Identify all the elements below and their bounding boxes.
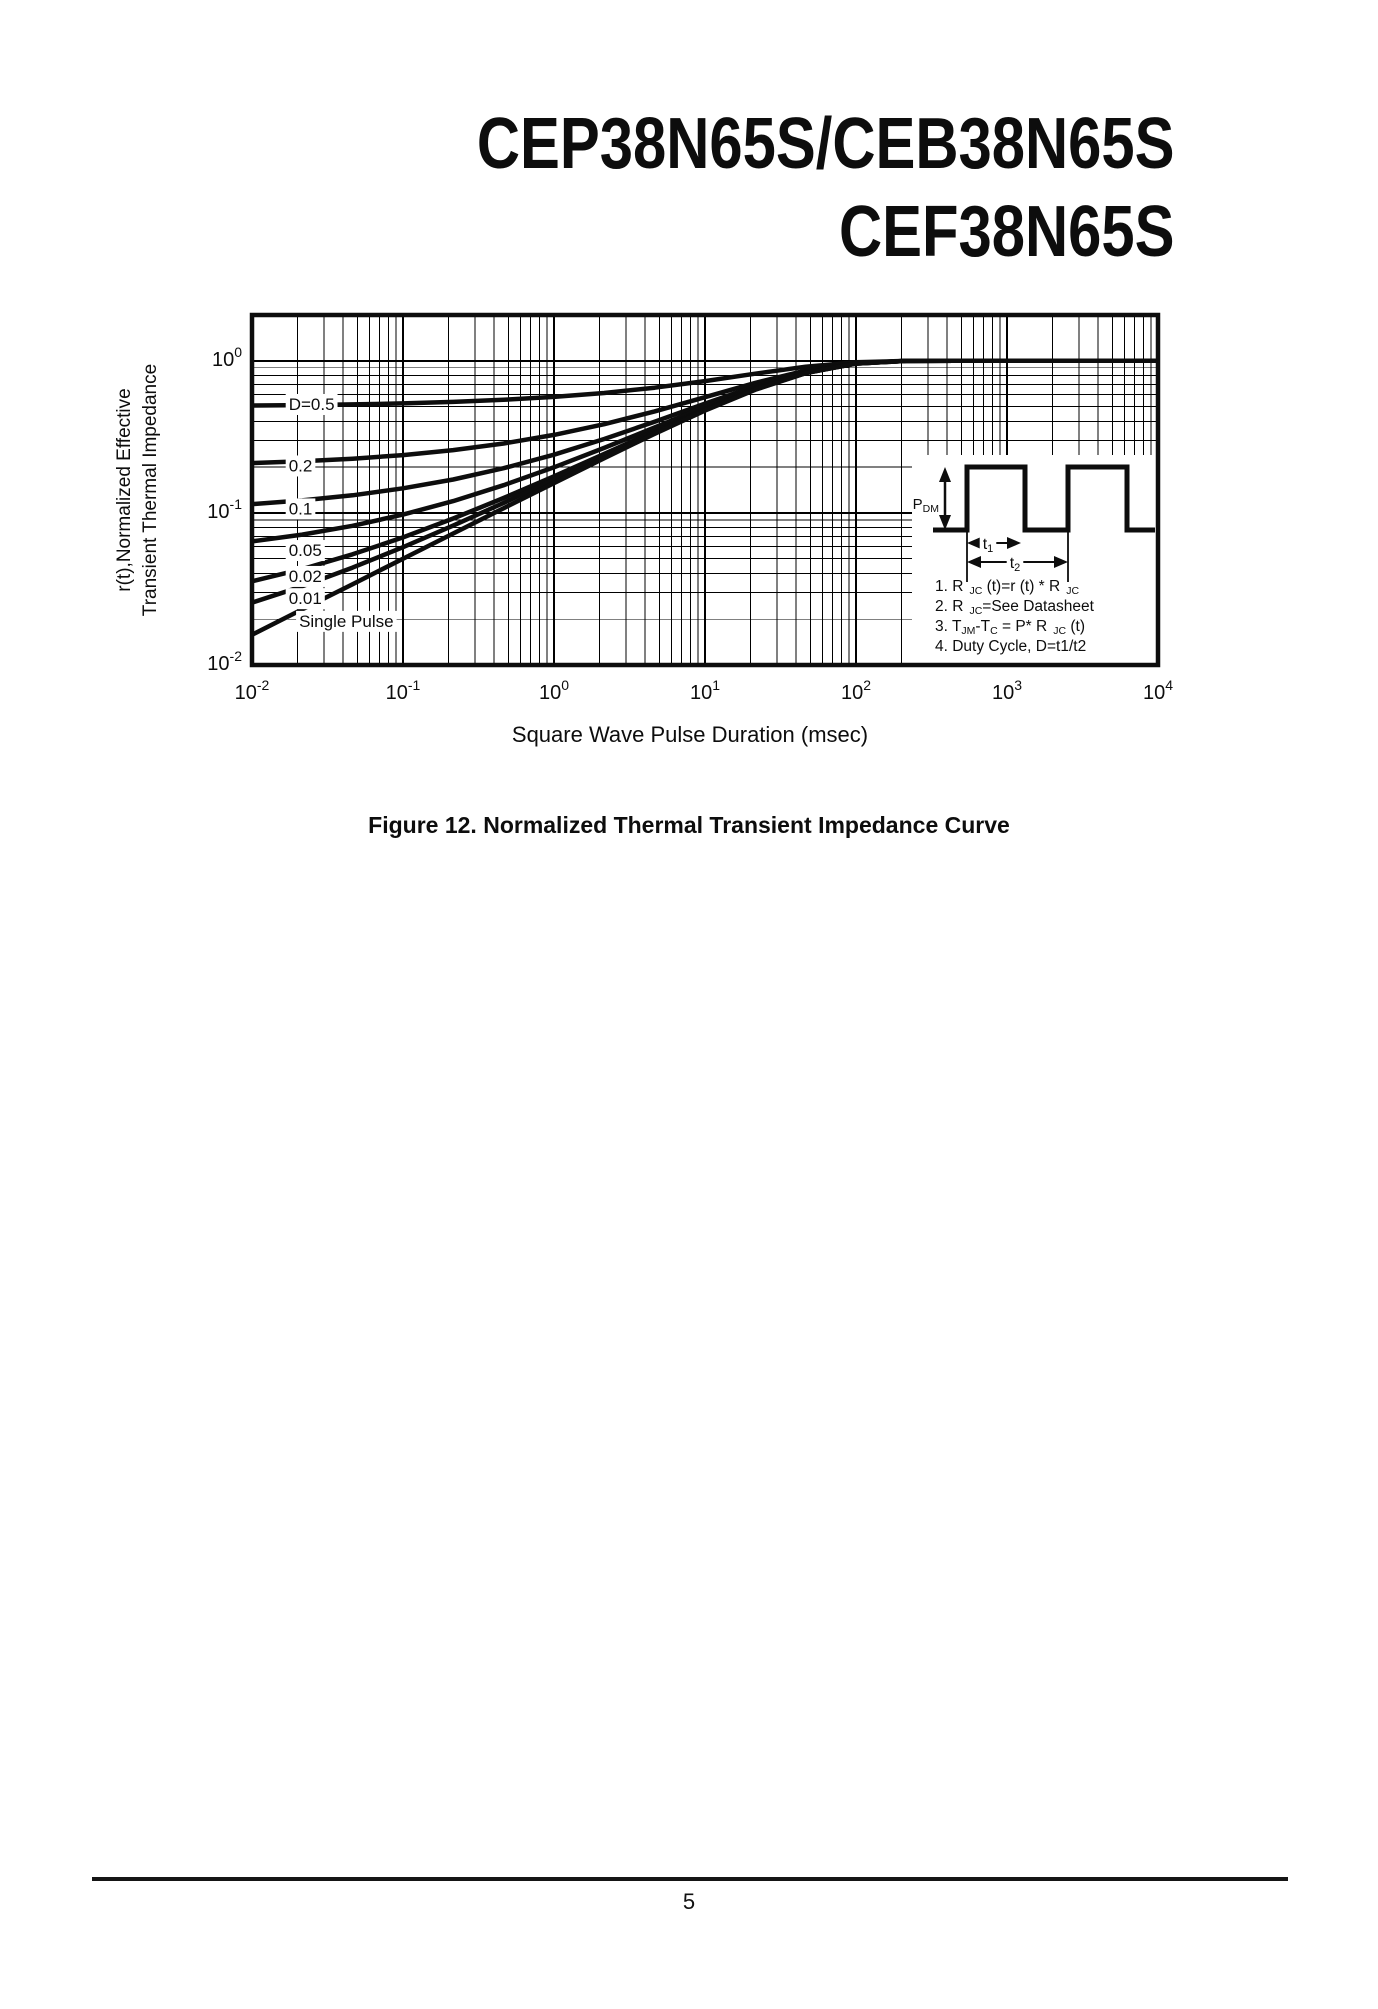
svg-text:0.02: 0.02: [289, 567, 322, 586]
svg-text:4. Duty Cycle, D=t1/t2: 4. Duty Cycle, D=t1/t2: [935, 638, 1086, 655]
svg-text:100: 100: [539, 677, 569, 704]
arrow-up-icon: [939, 467, 951, 482]
arrow-left-icon: [967, 537, 981, 549]
pulse-waveform: [933, 464, 1155, 533]
svg-text:10-2: 10-2: [235, 677, 270, 704]
arrow-right-icon: [1007, 537, 1021, 549]
inset-duty-cycle-diagram: PDM t1 t2 1. R JC (t)=r (t) * R JC2. R JC=See …: [913, 464, 1155, 655]
doc-title: CEP38N65S/CEB38N65S CEF38N65S: [334, 100, 1174, 276]
svg-text:Transient Thermal Impedance: Transient Thermal Impedance: [140, 364, 161, 616]
x-axis-tick-labels: 10-2 10-1 100 101 102 103 104: [235, 677, 1174, 704]
svg-text:0.01: 0.01: [289, 589, 322, 608]
thermal-impedance-chart: D=0.5 0.2 0.1 0.05 0.02 0.01 Single Pulse 10-2 1…: [90, 290, 1230, 770]
figure-caption: Figure 12. Normalized Thermal Transient …: [368, 812, 1010, 838]
svg-text:0.2: 0.2: [289, 456, 313, 475]
y-axis-title: r(t),Normalized Effective Transient Therm…: [114, 364, 161, 616]
footer-divider: [92, 1877, 1288, 1881]
svg-text:100: 100: [212, 344, 242, 371]
arrow-left-icon: [967, 556, 981, 568]
svg-text:101: 101: [690, 677, 720, 704]
curve-labels: D=0.5 0.2 0.1 0.05 0.02 0.01 Single Pulse: [285, 393, 397, 632]
svg-text:3. TJM-TC = P* RJC (t): 3. TJM-TC = P* R JC (t): [935, 618, 1085, 637]
svg-text:r(t),Normalized Effective: r(t),Normalized Effective: [114, 388, 135, 591]
curve-single-pulse: [250, 358, 1158, 637]
svg-text:10-1: 10-1: [386, 677, 421, 704]
svg-text:D=0.5: D=0.5: [289, 395, 335, 414]
svg-text:10-1: 10-1: [207, 496, 242, 523]
inset-background: [912, 455, 1158, 665]
svg-text:103: 103: [992, 677, 1022, 704]
arrow-right-icon: [1054, 556, 1068, 568]
svg-text:102: 102: [841, 677, 871, 704]
svg-text:10-2: 10-2: [207, 648, 242, 675]
page-number: 5: [682, 1889, 696, 1914]
y-axis-tick-labels: 100 10-1 10-2: [207, 344, 242, 675]
svg-text:t1: t1: [983, 536, 994, 555]
doc-title-line2: CEF38N65S: [838, 192, 1174, 272]
svg-text:0.05: 0.05: [289, 541, 322, 560]
svg-text:0.1: 0.1: [289, 499, 313, 518]
x-axis-title: Square Wave Pulse Duration (msec): [512, 722, 868, 747]
svg-text:PDM: PDM: [913, 496, 939, 515]
doc-title-line1: CEP38N65S/CEB38N65S: [476, 104, 1174, 184]
inset-notes: 1. R JC (t)=r (t) * R JC2. R JC=See Datashe…: [935, 578, 1095, 655]
plot-border: [249, 312, 1161, 668]
chart-curves: [250, 358, 1158, 637]
svg-text:Single Pulse: Single Pulse: [299, 612, 394, 631]
arrow-down-icon: [939, 515, 951, 530]
svg-text:t2: t2: [1010, 555, 1021, 574]
svg-text:1. RJC (t)=r (t) * RJC: 1. R JC (t)=r (t) * R JC: [935, 578, 1079, 597]
svg-text:104: 104: [1143, 677, 1173, 704]
svg-text:2. RJC=See Datasheet: 2. R JC=See Datasheet: [935, 598, 1095, 617]
